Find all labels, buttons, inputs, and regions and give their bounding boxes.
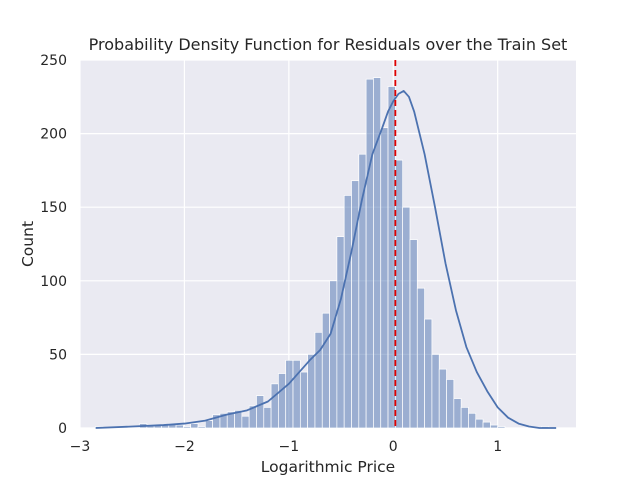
histogram-bar bbox=[321, 312, 330, 429]
y-tick-label: 50 bbox=[49, 347, 67, 363]
histogram-bar bbox=[270, 383, 279, 429]
x-tick-label: 1 bbox=[493, 439, 502, 455]
histogram-bar bbox=[453, 398, 462, 429]
histogram-bar bbox=[431, 354, 440, 429]
histogram-bar bbox=[475, 418, 484, 429]
histogram-bar bbox=[336, 236, 345, 429]
x-axis-title: Logarithmic Price bbox=[261, 458, 395, 476]
histogram-bar bbox=[416, 287, 425, 429]
histogram-bar bbox=[380, 127, 389, 429]
histogram-bar bbox=[490, 424, 499, 429]
histogram-bar bbox=[292, 359, 301, 429]
histogram-bar bbox=[395, 159, 404, 429]
histogram-bar bbox=[409, 239, 418, 429]
histogram-bar bbox=[307, 354, 316, 429]
histogram-bar bbox=[373, 77, 382, 429]
histogram-bar bbox=[438, 368, 447, 429]
histogram-bar bbox=[197, 426, 206, 429]
y-tick-label: 200 bbox=[40, 127, 67, 143]
histogram-bar bbox=[204, 420, 213, 429]
histogram-bar bbox=[183, 426, 192, 429]
chart-title: Probability Density Function for Residua… bbox=[89, 35, 568, 54]
grid-lines bbox=[79, 59, 576, 429]
histogram-bar bbox=[365, 78, 374, 429]
histogram-bar bbox=[278, 373, 287, 429]
x-tick-label: 0 bbox=[389, 439, 398, 455]
kde-curve bbox=[95, 90, 557, 429]
histogram-bar bbox=[175, 424, 184, 429]
x-tick-label: −3 bbox=[70, 439, 91, 455]
y-axis-ticks: 0 50 100 150 200 250 bbox=[40, 53, 67, 437]
x-axis-ticks: −3 −2 −1 0 1 bbox=[70, 439, 502, 455]
histogram-bar bbox=[285, 359, 294, 429]
histogram-bar bbox=[387, 86, 396, 429]
histogram-bar bbox=[190, 423, 199, 429]
histogram-bar bbox=[329, 280, 338, 429]
histogram-bar bbox=[241, 415, 250, 429]
y-axis-title: Count bbox=[19, 221, 37, 267]
histogram-bar bbox=[446, 379, 455, 429]
histogram-bar bbox=[343, 195, 352, 429]
histogram-bar bbox=[263, 407, 272, 429]
y-tick-label: 100 bbox=[40, 274, 67, 290]
y-tick-label: 0 bbox=[58, 421, 67, 437]
x-tick-label: −2 bbox=[174, 439, 195, 455]
histogram-bar bbox=[482, 421, 491, 429]
histogram-bar bbox=[468, 412, 477, 429]
histogram-bar bbox=[497, 426, 506, 429]
histogram-bar bbox=[314, 331, 323, 429]
histogram-bar bbox=[256, 395, 265, 429]
x-tick-label: −1 bbox=[279, 439, 300, 455]
histogram-bar bbox=[460, 407, 469, 429]
histogram-bar bbox=[299, 371, 308, 429]
histogram-bar bbox=[424, 318, 433, 429]
y-tick-label: 250 bbox=[40, 53, 67, 69]
y-tick-label: 150 bbox=[40, 200, 67, 216]
histogram-bar bbox=[402, 206, 411, 429]
